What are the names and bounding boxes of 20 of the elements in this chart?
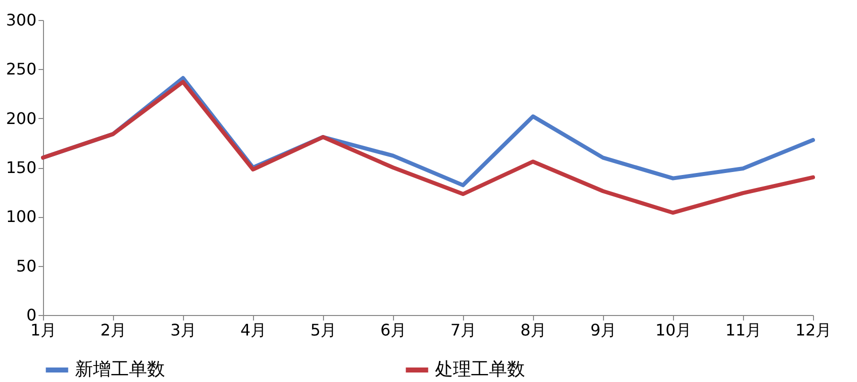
x-tick-label: 12月: [795, 320, 832, 340]
y-tick-label: 300: [6, 10, 36, 30]
line-series: [41, 80, 815, 215]
y-tick-label: 50: [16, 256, 36, 276]
x-tick-label: 2月: [100, 320, 127, 340]
x-tick-label: 6月: [380, 320, 407, 340]
x-tick-label: 5月: [310, 320, 337, 340]
y-tick-label: 250: [6, 60, 36, 79]
y-tick-label: 200: [6, 108, 36, 128]
x-tick-label: 4月: [240, 320, 267, 340]
x-tick-label: 9月: [590, 320, 617, 340]
legend-label: 新增工单数: [75, 359, 165, 380]
x-tick-label: 10月: [655, 320, 692, 340]
y-tick-label: 100: [6, 207, 36, 226]
legend-label: 处理工单数: [435, 359, 525, 380]
x-tick-label: 7月: [450, 320, 477, 340]
y-tick-label: 150: [6, 158, 36, 177]
x-tick-label: 8月: [520, 320, 547, 340]
x-tick-label: 11月: [725, 320, 762, 340]
x-tick-label: 3月: [170, 320, 197, 340]
